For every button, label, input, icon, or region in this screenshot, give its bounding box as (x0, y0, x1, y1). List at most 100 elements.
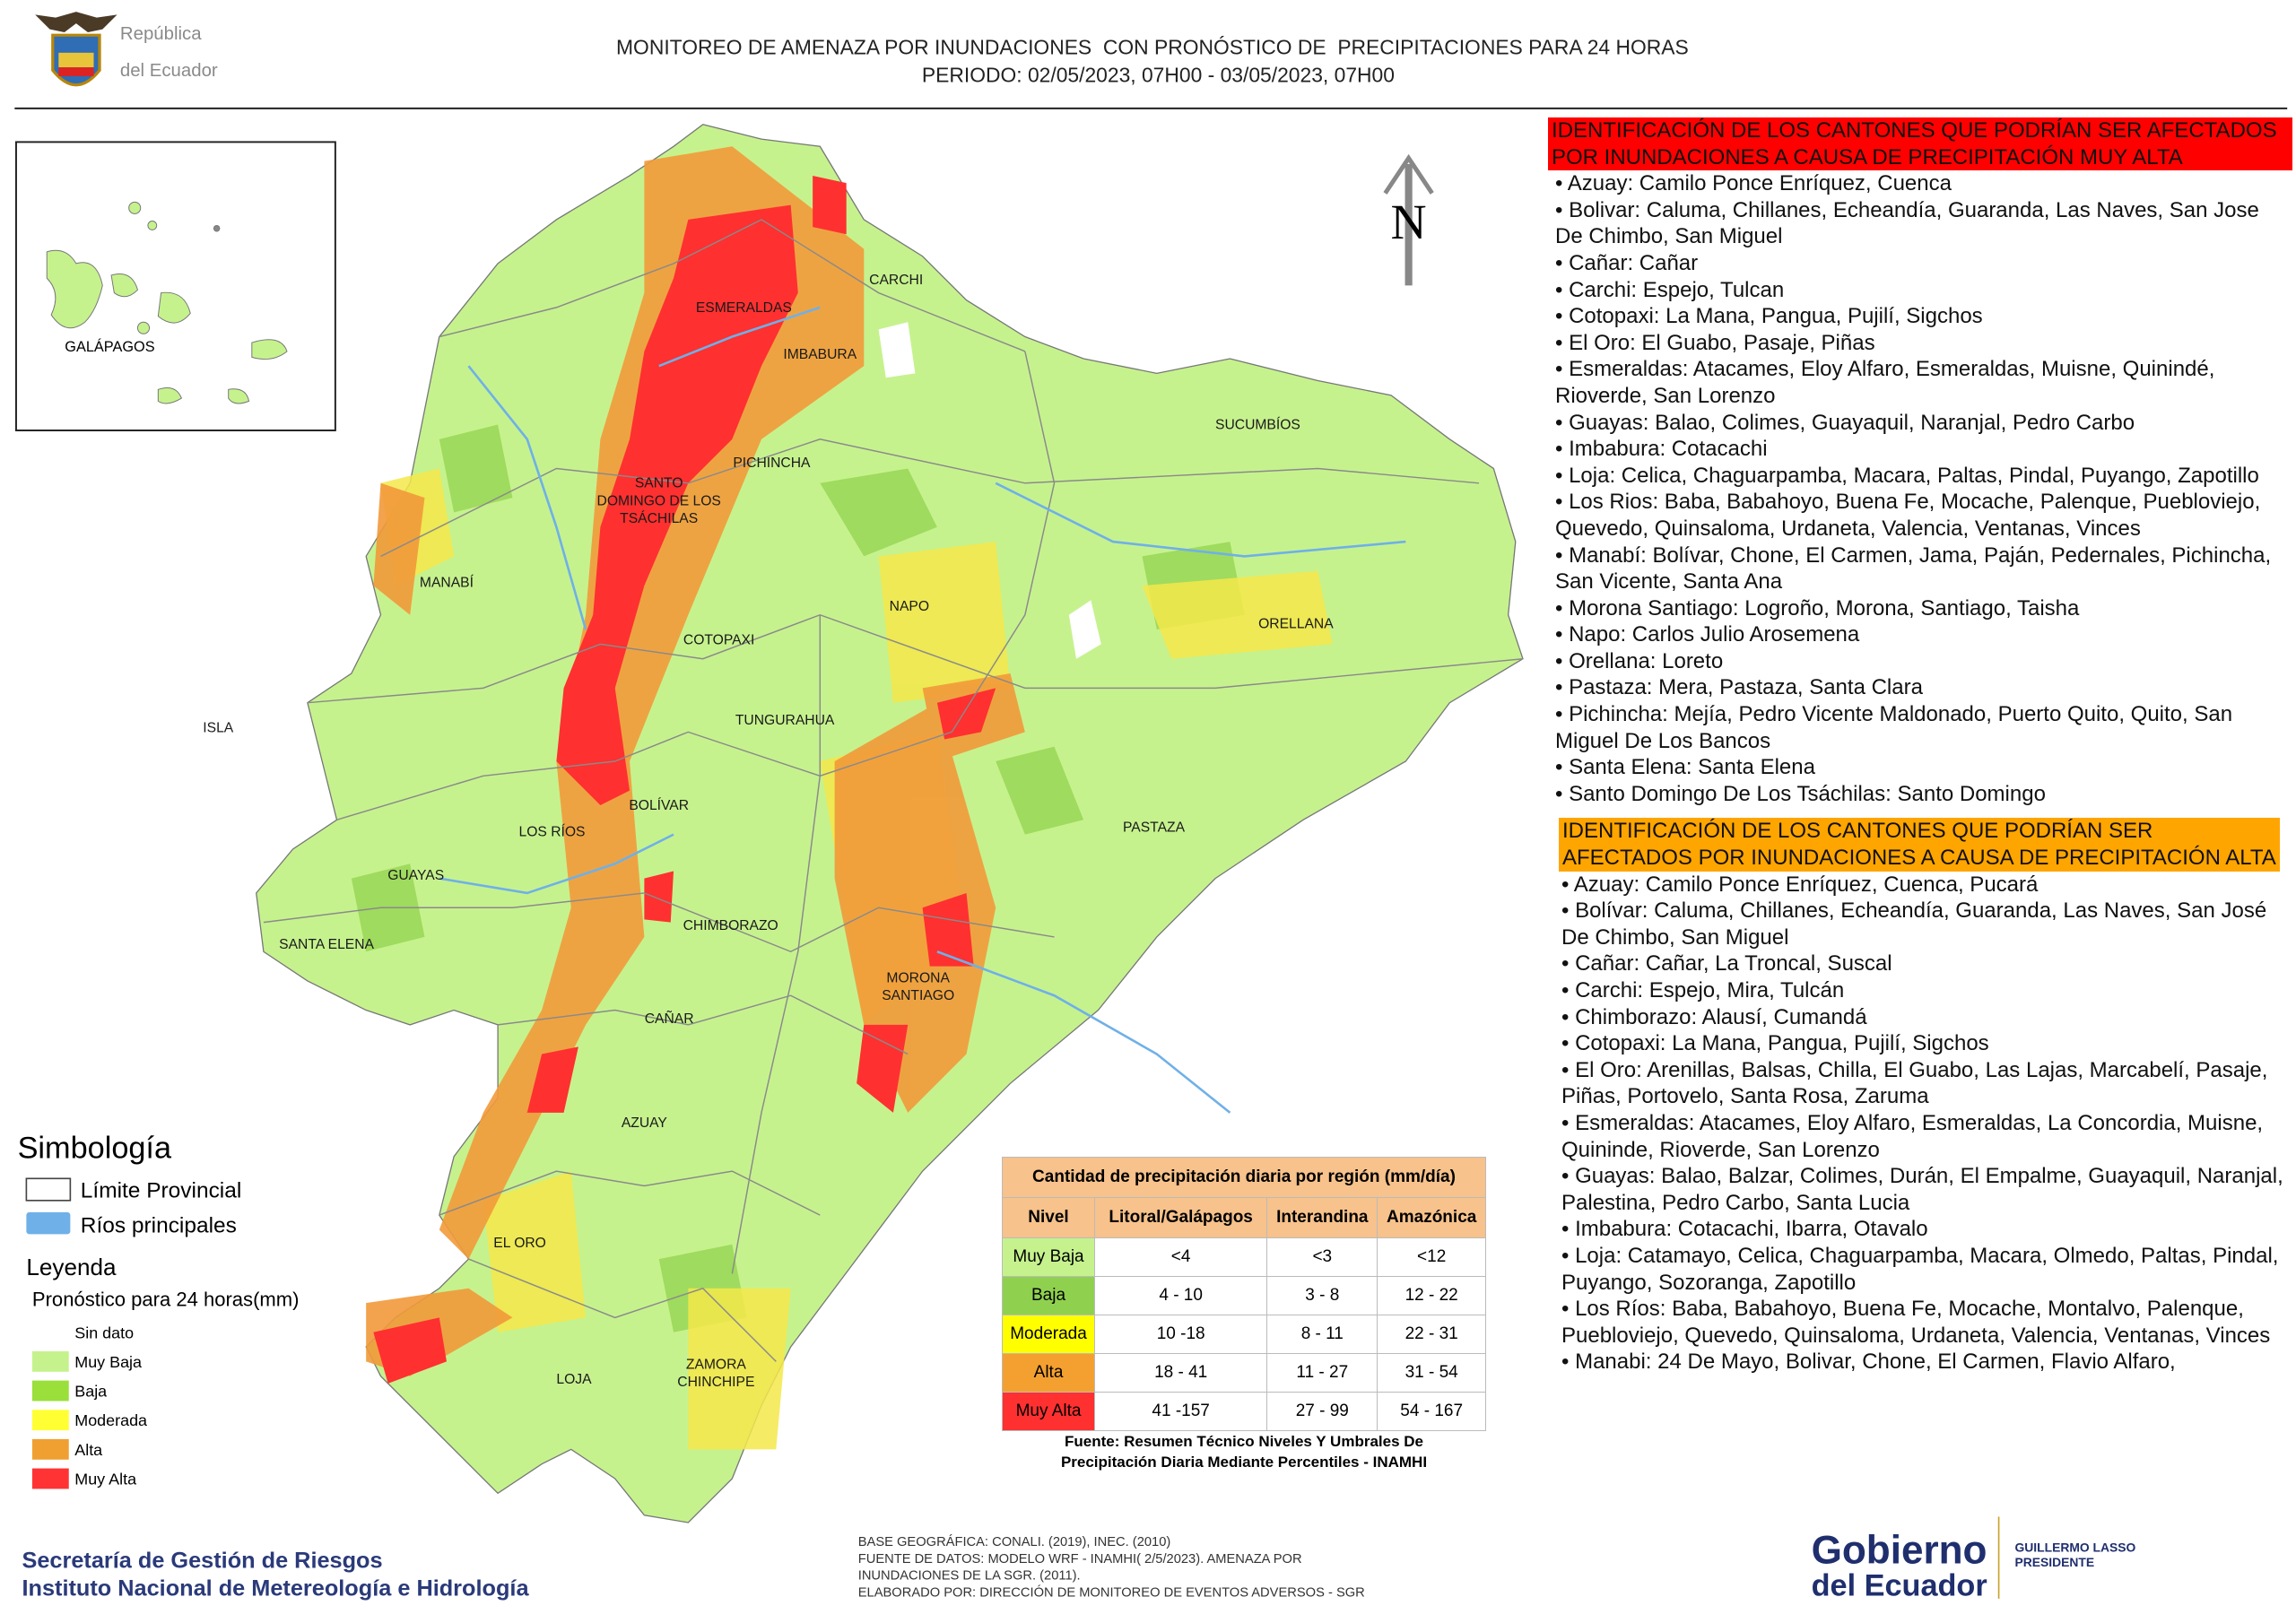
coat-of-arms (35, 12, 117, 87)
province-label: SANTIAGO (882, 988, 954, 1003)
canton-item: • Esmeraldas: Atacames, Eloy Alfaro, Esm… (1555, 357, 2215, 408)
canton-item: • Azuay: Camilo Ponce Enríquez, Cuenca (1555, 171, 1952, 196)
canton-item: • Cotopaxi: La Mana, Pangua, Pujilí, Sig… (1555, 304, 1983, 329)
canton-item: • Los Ríos: Baba, Babahoyo, Buena Fe, Mo… (1561, 1297, 2271, 1348)
table-cell: 18 - 41 (1094, 1353, 1268, 1393)
canton-item: • Cañar: Cañar (1555, 250, 1699, 275)
level-swatch (31, 1380, 69, 1402)
river-swatch (26, 1211, 71, 1235)
table-source-line: Fuente: Resumen Técnico Niveles Y Umbral… (1065, 1433, 1423, 1450)
panel-title: IDENTIFICACIÓN DE LOS CANTONES QUE PODRÍ… (1548, 117, 2292, 171)
inset-label: GALÁPAGOS (65, 338, 154, 355)
mainland (256, 124, 1524, 1523)
province-label: CARCHI (869, 273, 923, 288)
table-cell: 10 -18 (1094, 1315, 1268, 1354)
legend-subtitle: Pronóstico para 24 horas(mm) (32, 1288, 300, 1310)
province-label: MORONA (886, 971, 950, 986)
province-label: COTOPAXI (683, 632, 754, 647)
province-label: CAÑAR (645, 1009, 694, 1027)
gov-logo: Gobierno (1812, 1529, 1987, 1573)
province-label: LOJA (556, 1372, 592, 1387)
level-cell: Moderada (1001, 1315, 1096, 1354)
table-cell: 41 -157 (1094, 1392, 1268, 1431)
title: MONITOREO DE AMENAZA POR INUNDACIONES CO… (616, 35, 1689, 58)
table-cell: 22 - 31 (1377, 1315, 1486, 1354)
canton-item: • Cañar: Cañar, La Troncal, Suscal (1561, 951, 1892, 976)
province-label: SANTA ELENA (279, 937, 374, 952)
canton-item: • Pastaza: Mera, Pastaza, Santa Clara (1555, 675, 1923, 700)
canton-list: • Azuay: Camilo Ponce Enríquez, Cuenca • … (1548, 170, 2292, 807)
symbology-item: Límite Provincial (81, 1179, 242, 1203)
level-swatch (31, 1350, 69, 1372)
canton-item: • Carchi: Espejo, Mira, Tulcán (1561, 978, 1845, 1002)
province-label: AZUAY (622, 1115, 668, 1131)
canton-item: • Orellana: Loreto (1555, 648, 1724, 673)
column-header: Nivel (1001, 1197, 1096, 1238)
panel-title: IDENTIFICACIÓN DE LOS CANTONES QUE PODRÍ… (1559, 818, 2280, 872)
canton-item: • Azuay: Camilo Ponce Enríquez, Cuenca, … (1561, 872, 2039, 897)
level-cell: Baja (1001, 1276, 1096, 1315)
canton-item: • Bolivar: Caluma, Chillanes, Echeandía,… (1555, 197, 2259, 249)
credit-line: ELABORADO POR: DIRECCIÓN DE MONITOREO DE… (858, 1584, 1365, 1600)
table-cell: <4 (1094, 1237, 1268, 1277)
column-header: Amazónica (1377, 1197, 1486, 1238)
province-label: LOS RÍOS (519, 822, 586, 839)
table-cell: 54 - 167 (1377, 1392, 1486, 1431)
canton-item: • El Oro: El Guabo, Pasaje, Piñas (1555, 330, 1875, 355)
canton-item: • Loja: Catamayo, Celica, Chaguarpamba, … (1561, 1243, 2279, 1295)
canton-item: • Chimborazo: Alausí, Cumandá (1561, 1004, 1867, 1029)
table-cell: 31 - 54 (1377, 1353, 1486, 1393)
agency: Secretaría de Gestión de Riesgos (22, 1549, 382, 1574)
province-label: GUAYAS (387, 868, 444, 883)
canton-item: • Manabí: Bolívar, Chone, El Carmen, Jam… (1555, 542, 2272, 595)
table-row: Moderada 10 -18 8 - 11 22 - 31 (1001, 1315, 1486, 1354)
canton-list: • Azuay: Camilo Ponce Enríquez, Cuenca, … (1554, 872, 2292, 1376)
table-row: Baja 4 - 10 3 - 8 12 - 22 (1001, 1276, 1486, 1315)
credit-line: BASE GEOGRÁFICA: CONALI. (2019), INEC. (… (858, 1534, 1171, 1549)
canton-item: • Napo: Carlos Julio Arosemena (1555, 622, 1860, 647)
table-row: Alta 18 - 41 11 - 27 31 - 54 (1001, 1353, 1486, 1393)
canton-item: • Loja: Celica, Chaguarpamba, Macara, Pa… (1555, 463, 2259, 488)
province-label: PASTAZA (1123, 820, 1186, 835)
table-cell: <12 (1377, 1237, 1486, 1277)
canton-item: • Pichincha: Mejía, Pedro Vicente Maldon… (1555, 702, 2233, 753)
province-label: CHINCHIPE (677, 1375, 754, 1390)
province-label: IMBABURA (783, 347, 857, 362)
province-label: DOMINGO DE LOS (597, 493, 721, 508)
province-label: CHIMBORAZO (683, 918, 778, 933)
canton-item: • Manabi: 24 De Mayo, Bolivar, Chone, El… (1561, 1350, 2176, 1375)
province-label: TSÁCHILAS (620, 509, 698, 526)
province-label: MANABÍ (420, 574, 474, 591)
agency: Instituto Nacional de Metereología e Hid… (22, 1576, 529, 1601)
level-cell: Muy Alta (1001, 1392, 1096, 1431)
table-cell: 11 - 27 (1266, 1353, 1378, 1393)
level-label: Muy Alta (74, 1471, 136, 1488)
column-header: Interandina (1266, 1197, 1378, 1238)
table-title: Cantidad de precipitación diaria por reg… (1002, 1157, 1486, 1198)
boundary-swatch (25, 1177, 72, 1202)
legend-title: Leyenda (26, 1254, 117, 1280)
level-label: Moderada (74, 1411, 147, 1429)
province-label: PICHINCHA (733, 456, 811, 471)
galapagos-islands (46, 201, 288, 404)
canton-item: • Cotopaxi: La Mana, Pangua, Pujilí, Sig… (1561, 1031, 1989, 1056)
province-label: EL ORO (493, 1236, 546, 1251)
province-label: ORELLANA (1258, 616, 1334, 631)
canton-item: • Santa Elena: Santa Elena (1555, 755, 1815, 780)
canton-panel: IDENTIFICACIÓN DE LOS CANTONES QUE PODRÍ… (1548, 117, 2292, 1376)
level-swatch (31, 1410, 69, 1431)
level-swatch (31, 1468, 69, 1489)
credit-line: INUNDACIONES DE LA SGR. (2011). (858, 1569, 1081, 1584)
province-label: ISLA (203, 720, 233, 735)
north-label: N (1391, 195, 1427, 250)
level-label: Baja (74, 1383, 107, 1401)
table-cell: <3 (1266, 1237, 1378, 1277)
president: PRESIDENTE (2015, 1555, 2095, 1569)
table-cell: 12 - 22 (1377, 1276, 1486, 1315)
level-label: Muy Baja (74, 1353, 142, 1371)
table-cell: 4 - 10 (1094, 1276, 1268, 1315)
table-cell: 27 - 99 (1266, 1392, 1378, 1431)
logo-text: República (120, 24, 202, 44)
canton-item: • Guayas: Balao, Balzar, Colimes, Durán,… (1561, 1164, 2283, 1215)
